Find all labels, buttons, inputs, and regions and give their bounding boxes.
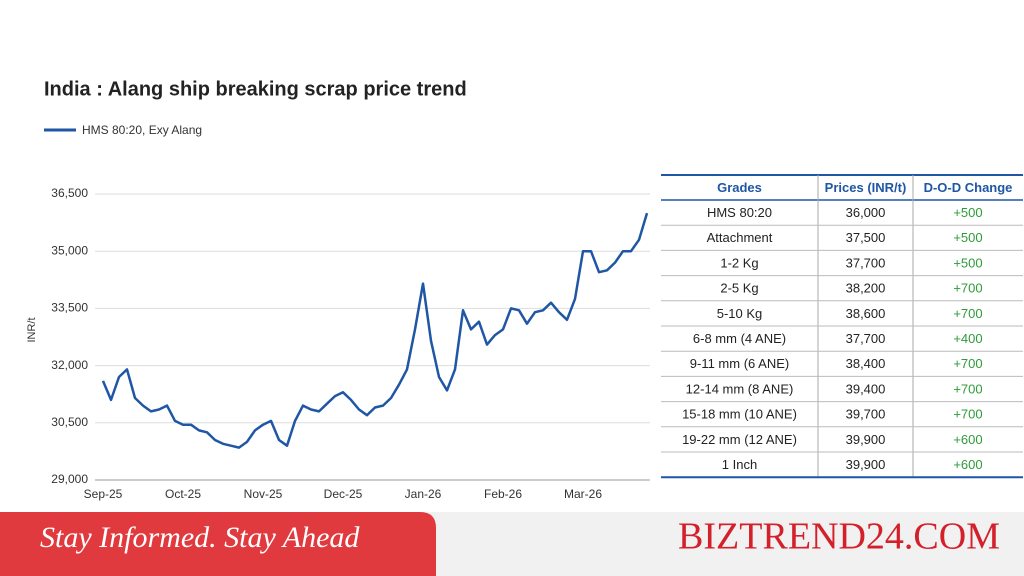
table-cell: +700 <box>953 356 982 371</box>
brand: BIZTREND24.COM <box>678 516 1000 558</box>
table-cell: 15-18 mm (10 ANE) <box>682 407 797 422</box>
table-cell: +400 <box>953 331 982 346</box>
table-cell: +500 <box>953 255 982 270</box>
table-cell: 36,000 <box>846 205 886 220</box>
chart-title: India : Alang ship breaking scrap price … <box>44 78 467 100</box>
y-tick-label: 29,000 <box>51 472 88 486</box>
table-cell: 1-2 Kg <box>720 255 758 270</box>
legend-label: HMS 80:20, Exy Alang <box>82 123 202 137</box>
table-cell: +700 <box>953 407 982 422</box>
table-cell: 1 Inch <box>722 457 757 472</box>
x-tick-label: Feb-26 <box>484 487 522 501</box>
table-cell: 37,500 <box>846 230 886 245</box>
x-tick-label: Nov-25 <box>244 487 283 501</box>
x-tick-label: Sep-25 <box>84 487 123 501</box>
table-cell: +700 <box>953 306 982 321</box>
table-cell: 39,400 <box>846 381 886 396</box>
y-axis-label: INR/t <box>26 317 38 342</box>
table-cell: 37,700 <box>846 255 886 270</box>
table-cell: +500 <box>953 205 982 220</box>
price-line <box>101 212 649 449</box>
table-cell: 37,700 <box>846 331 886 346</box>
table-cell: +700 <box>953 281 982 296</box>
table-cell: Attachment <box>707 230 773 245</box>
table-cell: 38,600 <box>846 306 886 321</box>
table-header: Prices (INR/t) <box>825 180 907 195</box>
table-header: D-O-D Change <box>924 180 1013 195</box>
table-cell: 9-11 mm (6 ANE) <box>690 356 789 371</box>
tagline: Stay Informed. Stay Ahead <box>40 521 360 554</box>
table-header: Grades <box>717 180 762 195</box>
table-cell: 5-10 Kg <box>717 306 763 321</box>
banner-ribbon <box>0 512 436 576</box>
y-tick-label: 33,500 <box>51 301 88 315</box>
table-cell: 6-8 mm (4 ANE) <box>693 331 786 346</box>
x-tick-label: Mar-26 <box>564 487 602 501</box>
x-tick-label: Dec-25 <box>324 487 363 501</box>
y-tick-label: 32,000 <box>51 358 88 372</box>
y-tick-label: 30,500 <box>51 415 88 429</box>
table-cell: 19-22 mm (12 ANE) <box>682 432 797 447</box>
table-cell: +500 <box>953 230 982 245</box>
table-cell: 38,400 <box>846 356 886 371</box>
table-cell: 2-5 Kg <box>720 281 758 296</box>
table-cell: HMS 80:20 <box>707 205 772 220</box>
table-cell: 38,200 <box>846 281 886 296</box>
table-cell: 39,900 <box>846 457 886 472</box>
y-tick-label: 35,000 <box>51 243 88 257</box>
table-cell: 39,900 <box>846 432 886 447</box>
table-cell: 12-14 mm (8 ANE) <box>686 381 794 396</box>
x-tick-label: Jan-26 <box>405 487 442 501</box>
y-tick-label: 36,500 <box>51 186 88 200</box>
x-tick-label: Oct-25 <box>165 487 201 501</box>
table-cell: +600 <box>953 432 982 447</box>
table-cell: 39,700 <box>846 407 886 422</box>
table-cell: +700 <box>953 381 982 396</box>
table-cell: +600 <box>953 457 982 472</box>
